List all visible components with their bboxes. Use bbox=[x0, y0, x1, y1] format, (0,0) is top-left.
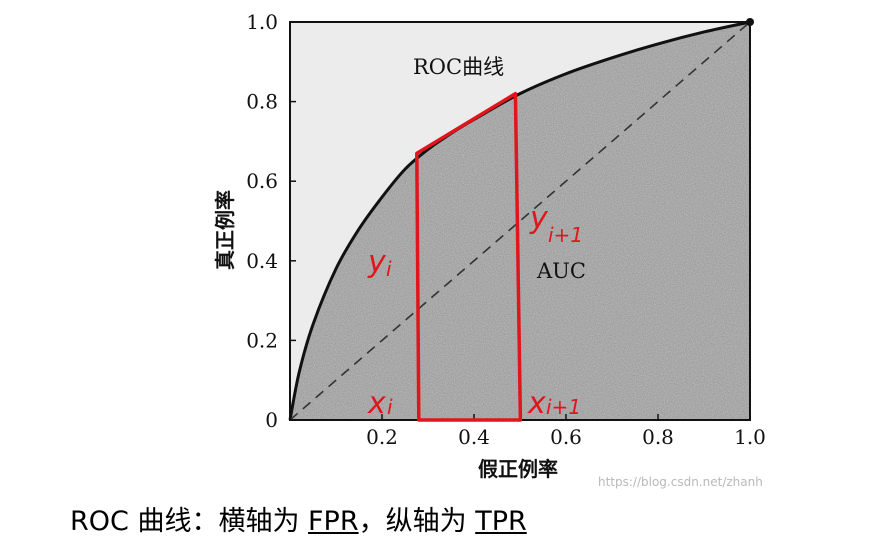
x-tick-label: 0.6 bbox=[550, 425, 582, 449]
highlight-trapezoid bbox=[415, 91, 523, 422]
hand-xi1: x bbox=[527, 386, 546, 421]
y-tick-label: 1.0 bbox=[246, 10, 278, 34]
hand-xi1-sub: i+1 bbox=[546, 395, 581, 419]
hand-yi1: y bbox=[529, 201, 549, 236]
hand-yi1-sub: i+1 bbox=[548, 223, 583, 247]
y-tick-group: 0 0.2 0.4 0.6 0.8 1.0 bbox=[246, 10, 296, 432]
curve-label: ROC曲线 bbox=[413, 55, 504, 79]
x-tick-label: 0.8 bbox=[642, 425, 674, 449]
x-axis-title: 假正例率 bbox=[478, 457, 558, 481]
hand-yi-sub: i bbox=[386, 257, 392, 281]
y-tick-label: 0.2 bbox=[246, 328, 278, 352]
y-tick-label: 0.6 bbox=[246, 169, 278, 193]
x-tick-label: 1.0 bbox=[734, 425, 766, 449]
y-tick-label: 0.8 bbox=[246, 90, 278, 114]
roc-chart: 0.2 0.4 0.6 0.8 1.0 0 0.2 0.4 0.6 0.8 1.0 ROC曲线 A… bbox=[213, 10, 766, 489]
hand-xi-sub: i bbox=[387, 395, 393, 419]
x-tick-label: 0.2 bbox=[366, 425, 398, 449]
auc-area bbox=[290, 22, 750, 420]
hand-yi: y bbox=[367, 245, 387, 280]
y-tick-label: 0.4 bbox=[246, 249, 278, 273]
watermark: https://blog.csdn.net/zhanh bbox=[598, 475, 763, 489]
y-axis-title: 真正例率 bbox=[213, 190, 237, 270]
caption-tpr: TPR bbox=[475, 506, 527, 537]
caption-prefix: ROC 曲线：横轴为 bbox=[70, 506, 309, 537]
y-tick-label: 0 bbox=[265, 408, 278, 432]
caption-fpr: FPR bbox=[308, 506, 359, 537]
x-tick-label: 0.4 bbox=[458, 425, 490, 449]
hand-xi: x bbox=[367, 386, 386, 421]
caption-mid: ，纵轴为 bbox=[358, 506, 476, 537]
end-point bbox=[746, 18, 754, 26]
area-label: AUC bbox=[536, 259, 586, 283]
caption: ROC 曲线：横轴为 FPR，纵轴为 TPR bbox=[70, 499, 527, 538]
